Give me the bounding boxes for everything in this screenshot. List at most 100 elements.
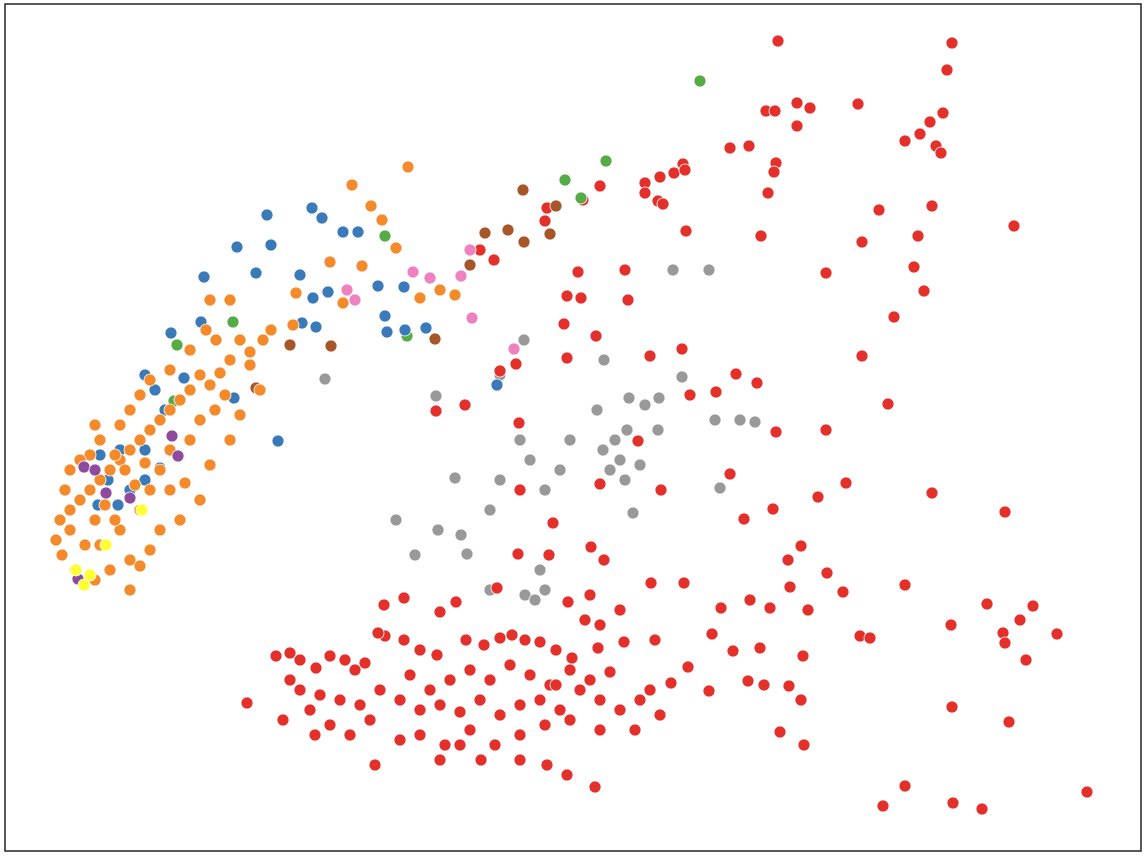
point bbox=[851, 97, 865, 111]
point bbox=[593, 477, 607, 491]
point bbox=[133, 559, 147, 573]
point bbox=[596, 443, 610, 457]
point bbox=[429, 389, 443, 403]
point bbox=[945, 36, 959, 50]
point bbox=[1019, 653, 1033, 667]
point bbox=[138, 443, 152, 457]
point bbox=[618, 263, 632, 277]
point bbox=[681, 660, 695, 674]
point bbox=[769, 425, 783, 439]
point bbox=[460, 547, 474, 561]
point bbox=[558, 173, 572, 187]
point bbox=[413, 728, 427, 742]
point bbox=[628, 723, 642, 737]
point bbox=[401, 160, 415, 174]
point bbox=[633, 458, 647, 472]
point bbox=[406, 265, 420, 279]
point bbox=[620, 423, 634, 437]
point bbox=[855, 349, 869, 363]
point bbox=[483, 503, 497, 517]
point bbox=[73, 493, 87, 507]
point bbox=[433, 283, 447, 297]
point bbox=[218, 388, 232, 402]
point bbox=[501, 223, 515, 237]
point bbox=[643, 349, 657, 363]
point bbox=[513, 753, 527, 767]
point bbox=[872, 203, 886, 217]
point bbox=[733, 413, 747, 427]
point bbox=[644, 576, 658, 590]
point bbox=[750, 376, 764, 390]
point bbox=[782, 679, 796, 693]
point bbox=[678, 163, 692, 177]
point bbox=[348, 663, 362, 677]
point bbox=[243, 358, 257, 372]
point bbox=[584, 540, 598, 554]
point bbox=[493, 708, 507, 722]
point bbox=[622, 391, 636, 405]
point bbox=[177, 371, 191, 385]
point bbox=[336, 296, 350, 310]
point bbox=[513, 728, 527, 742]
point bbox=[593, 618, 607, 632]
point bbox=[528, 593, 542, 607]
point bbox=[589, 329, 603, 343]
point bbox=[393, 693, 407, 707]
point bbox=[378, 309, 392, 323]
point bbox=[143, 423, 157, 437]
point bbox=[925, 486, 939, 500]
point bbox=[811, 490, 825, 504]
point bbox=[209, 333, 223, 347]
point bbox=[233, 333, 247, 347]
point bbox=[677, 576, 691, 590]
point bbox=[538, 718, 552, 732]
point bbox=[618, 473, 632, 487]
point bbox=[171, 449, 185, 463]
point bbox=[945, 700, 959, 714]
point bbox=[757, 678, 771, 692]
point bbox=[63, 503, 77, 517]
point bbox=[377, 598, 391, 612]
point bbox=[980, 597, 994, 611]
point bbox=[309, 661, 323, 675]
point bbox=[393, 733, 407, 747]
point bbox=[269, 649, 283, 663]
point bbox=[276, 713, 290, 727]
point bbox=[820, 566, 834, 580]
point bbox=[99, 538, 113, 552]
point bbox=[49, 533, 63, 547]
point bbox=[63, 523, 77, 537]
point bbox=[348, 293, 362, 307]
point bbox=[148, 383, 162, 397]
point bbox=[264, 238, 278, 252]
point bbox=[887, 310, 901, 324]
point bbox=[1007, 219, 1021, 233]
point bbox=[226, 315, 240, 329]
point bbox=[517, 333, 531, 347]
point bbox=[940, 63, 954, 77]
point bbox=[63, 463, 77, 477]
point bbox=[253, 383, 267, 397]
point bbox=[836, 585, 850, 599]
point bbox=[553, 463, 567, 477]
point bbox=[944, 618, 958, 632]
point bbox=[271, 434, 285, 448]
point bbox=[523, 668, 537, 682]
point bbox=[626, 506, 640, 520]
point bbox=[463, 243, 477, 257]
point bbox=[355, 259, 369, 273]
point bbox=[516, 183, 530, 197]
point bbox=[563, 433, 577, 447]
point bbox=[345, 178, 359, 192]
point bbox=[449, 595, 463, 609]
point bbox=[613, 603, 627, 617]
point bbox=[603, 665, 617, 679]
point bbox=[913, 127, 927, 141]
point bbox=[533, 693, 547, 707]
point bbox=[58, 483, 72, 497]
point bbox=[305, 201, 319, 215]
point bbox=[428, 332, 442, 346]
point bbox=[518, 633, 532, 647]
point bbox=[264, 323, 278, 337]
point bbox=[911, 229, 925, 243]
